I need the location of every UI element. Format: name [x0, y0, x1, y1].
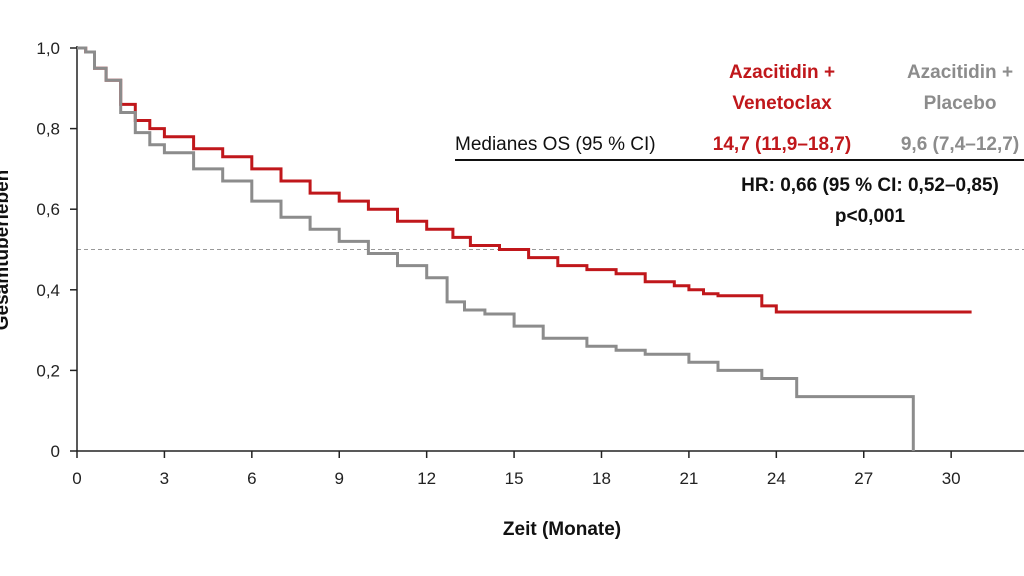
legend-series-2-line-2: Placebo: [924, 93, 997, 114]
legend: Azacitidin + Venetoclax Azacitidin + Pla…: [729, 62, 1013, 114]
x-tick-label: 9: [335, 469, 344, 488]
medians-label: Medianes OS (95 % CI): [455, 134, 656, 155]
survival-curves: [77, 46, 972, 451]
statistics: HR: 0,66 (95 % CI: 0,52–0,85) p<0,001: [741, 175, 999, 227]
x-tick-label: 30: [942, 469, 961, 488]
x-tick-label: 21: [679, 469, 698, 488]
survival-curve-series-1: [77, 46, 972, 314]
y-axis-title: Gesamtüberleben: [0, 170, 13, 331]
x-tick-label: 0: [72, 469, 81, 488]
y-tick-label: 0,4: [36, 281, 60, 300]
p-value: p<0,001: [835, 206, 906, 227]
legend-series-1-line-2: Venetoclax: [732, 93, 832, 114]
y-tick-label: 0: [51, 442, 60, 461]
x-axis-title: Zeit (Monate): [503, 519, 621, 540]
tick-group: 0 3 6 9 12 15 18 21 24 27 30 0 0,2 0,4 0,6 0,8 1,0: [36, 39, 960, 488]
legend-series-1-line-1: Azacitidin +: [729, 62, 835, 83]
y-tick-label: 1,0: [36, 39, 60, 58]
y-tick-label: 0,8: [36, 120, 60, 139]
x-tick-label: 27: [854, 469, 873, 488]
x-tick-label: 3: [160, 469, 169, 488]
hazard-ratio: HR: 0,66 (95 % CI: 0,52–0,85): [741, 175, 999, 196]
x-tick-label: 24: [767, 469, 786, 488]
median-series-2: 9,6 (7,4–12,7): [901, 134, 1019, 155]
x-tick-label: 12: [417, 469, 436, 488]
legend-series-2-line-1: Azacitidin +: [907, 62, 1013, 83]
x-tick-label: 6: [247, 469, 256, 488]
x-tick-label: 18: [592, 469, 611, 488]
axes: [76, 46, 1024, 452]
y-tick-label: 0,2: [36, 361, 60, 380]
x-tick-label: 15: [505, 469, 524, 488]
survival-curve-series-2: [77, 46, 915, 451]
medians-row: Medianes OS (95 % CI) 14,7 (11,9–18,7) 9…: [455, 134, 1019, 155]
y-tick-label: 0,6: [36, 200, 60, 219]
median-series-1: 14,7 (11,9–18,7): [713, 134, 851, 155]
